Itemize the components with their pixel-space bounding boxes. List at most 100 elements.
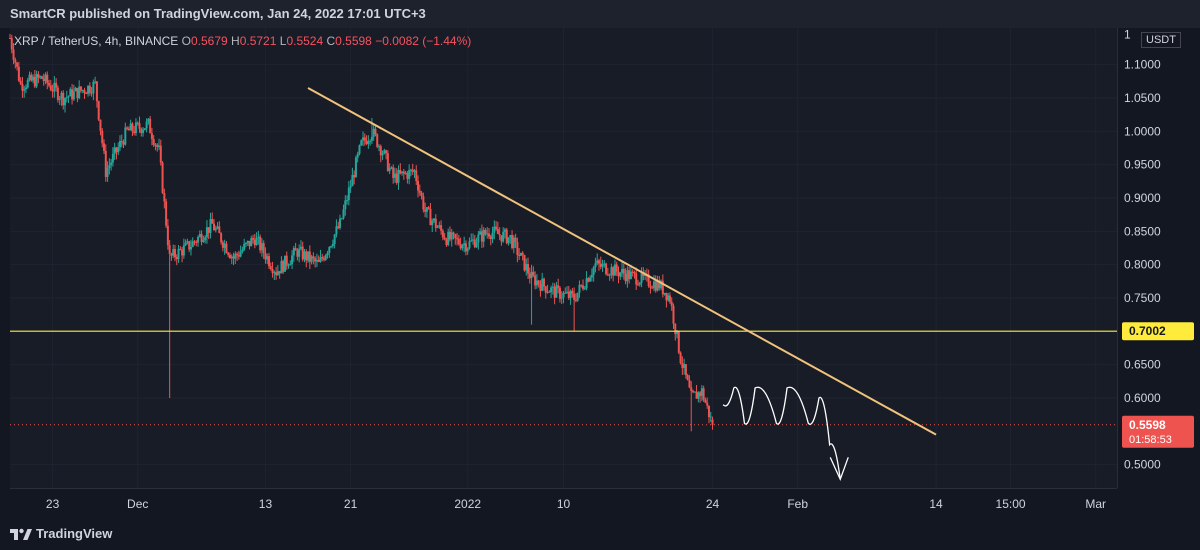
- candle-body: [422, 196, 425, 210]
- candle-body: [335, 226, 338, 235]
- time-axis[interactable]: [10, 488, 1117, 519]
- candle-body: [509, 235, 512, 238]
- candle-body: [78, 86, 81, 99]
- candle-body: [108, 165, 111, 169]
- price-tick-label: 0.7500: [1124, 291, 1161, 305]
- candle-body: [567, 291, 570, 299]
- candle-body: [186, 241, 189, 243]
- price-axis[interactable]: [1117, 28, 1200, 488]
- tradingview-brand[interactable]: TradingView: [10, 526, 112, 541]
- candle-body: [493, 226, 496, 233]
- candle-body: [278, 271, 281, 274]
- candle-body: [425, 207, 428, 212]
- candle-body: [12, 49, 15, 60]
- candle-body: [92, 81, 95, 94]
- candle-body: [191, 241, 194, 247]
- candle-body: [248, 240, 251, 247]
- candle-body: [188, 241, 191, 250]
- candle-body: [546, 291, 549, 293]
- candle-body: [537, 280, 540, 285]
- candle-body: [216, 226, 219, 229]
- candle-body: [303, 251, 306, 260]
- candle-body: [629, 271, 632, 279]
- candle-body: [637, 284, 640, 286]
- candle-body: [573, 293, 576, 300]
- candle-body: [106, 168, 109, 177]
- time-tick-label: Dec: [127, 497, 148, 511]
- last-price-badge-bg: [1122, 415, 1194, 448]
- candle-body: [500, 235, 503, 242]
- candle-body: [113, 147, 116, 154]
- candle-body: [122, 142, 125, 145]
- candle-body: [88, 85, 91, 93]
- candle-body: [436, 227, 439, 229]
- candle-body: [195, 241, 198, 243]
- candle-body: [301, 246, 304, 260]
- candle-body: [308, 251, 311, 262]
- candle-body: [317, 259, 320, 262]
- candle-body: [681, 363, 684, 368]
- candle-body: [479, 231, 482, 235]
- candle-body: [39, 76, 42, 78]
- close-value: 0.5598: [335, 34, 372, 48]
- candle-body: [511, 235, 514, 248]
- candle-body: [227, 252, 230, 255]
- candle-body: [35, 74, 38, 87]
- candle-body: [450, 232, 453, 240]
- price-tick-label: 0.8500: [1124, 224, 1161, 238]
- candle-body: [402, 171, 405, 174]
- candle-body: [310, 256, 313, 262]
- price-tick-label: 0.6000: [1124, 391, 1161, 405]
- candle-body: [686, 375, 689, 381]
- price-tick-label: 1.1000: [1124, 58, 1161, 72]
- candle-body: [44, 74, 47, 81]
- time-tick-label: 10: [557, 497, 571, 511]
- candle-body: [365, 140, 368, 144]
- candle-body: [612, 267, 615, 276]
- candle-body: [532, 271, 535, 276]
- candle-body: [72, 91, 75, 100]
- candle-body: [654, 281, 657, 291]
- candle-body: [677, 331, 680, 353]
- candle-body: [656, 280, 659, 291]
- candle-body: [415, 170, 418, 182]
- candle-body: [158, 145, 161, 148]
- candle-body: [328, 247, 331, 253]
- candle-body: [369, 140, 372, 142]
- currency-selector[interactable]: USDT: [1141, 32, 1181, 48]
- candle-body: [457, 238, 460, 245]
- candle-body: [172, 249, 175, 256]
- candle-body: [207, 227, 210, 233]
- candle-body: [633, 271, 636, 274]
- candle-body: [138, 123, 141, 129]
- candle-body: [683, 364, 686, 368]
- candle-body: [127, 128, 130, 131]
- time-tick-label: 14: [929, 497, 943, 511]
- candle-body: [452, 232, 455, 235]
- candle-body: [145, 121, 148, 129]
- candle-body: [168, 245, 171, 254]
- close-label: C: [326, 34, 336, 48]
- candle-body: [608, 274, 611, 276]
- candle-body: [495, 226, 498, 230]
- candle-body: [292, 248, 295, 256]
- candle-body: [147, 118, 150, 122]
- candle-body: [491, 232, 494, 239]
- candle-body: [635, 273, 638, 285]
- candle-body: [220, 233, 223, 243]
- high-value: 0.5721: [239, 34, 277, 48]
- symbol-label[interactable]: XRP / TetherUS, 4h, BINANCE: [14, 34, 179, 48]
- candle-body: [250, 238, 253, 247]
- candle-body: [372, 128, 375, 137]
- candle-body: [333, 234, 336, 244]
- candle-body: [512, 237, 515, 248]
- candle-body: [23, 89, 26, 91]
- candle-body: [404, 173, 407, 175]
- candle-body: [388, 167, 391, 171]
- candle-body: [340, 218, 343, 220]
- support-price-badge-bg: [1122, 322, 1194, 341]
- candle-body: [482, 229, 485, 242]
- candle-body: [626, 270, 629, 282]
- candle-body: [688, 380, 691, 388]
